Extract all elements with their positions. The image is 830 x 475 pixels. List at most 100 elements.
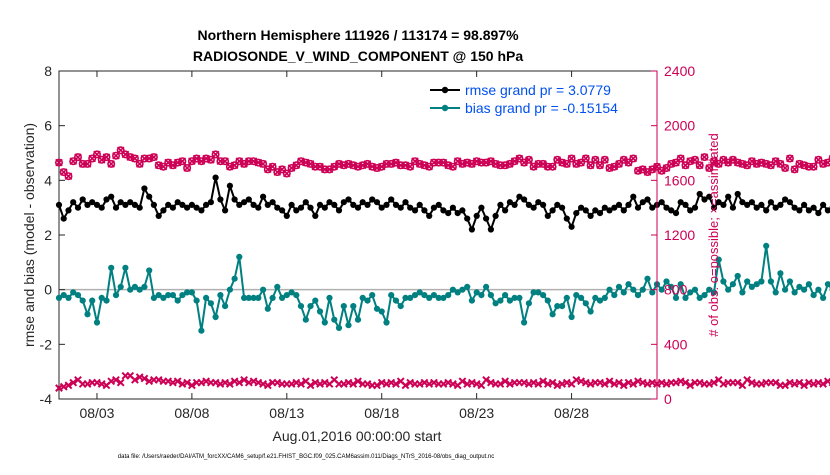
bias-point	[65, 295, 71, 301]
bias-point	[545, 298, 551, 304]
rmse-point	[75, 205, 81, 211]
bias-point	[255, 295, 261, 301]
rmse-point	[531, 205, 537, 211]
bias-point	[194, 298, 200, 304]
bias-point	[236, 254, 242, 260]
rmse-point	[61, 216, 67, 222]
rmse-point	[787, 199, 793, 205]
rmse-point	[307, 205, 313, 211]
rmse-point	[445, 210, 451, 216]
rmse-point	[511, 202, 517, 208]
bias-point	[146, 267, 152, 273]
bias-point	[322, 319, 328, 325]
bias-point	[569, 314, 575, 320]
bias-point	[189, 289, 195, 295]
rmse-point	[398, 205, 404, 211]
bias-point	[336, 325, 342, 331]
bias-point	[777, 270, 783, 276]
rmse-point	[156, 213, 162, 219]
rmse-point	[227, 183, 233, 189]
rmse-point	[464, 216, 470, 222]
bias-point	[94, 319, 100, 325]
rmse-point	[450, 205, 456, 211]
bias-point	[170, 292, 176, 298]
bias-point	[341, 303, 347, 309]
rmse-point	[421, 207, 427, 213]
rmse-point	[497, 202, 503, 208]
y-tick-label: 4	[44, 172, 52, 188]
rmse-point	[65, 207, 71, 213]
rmse-point	[208, 199, 214, 205]
bias-point	[217, 292, 223, 298]
rmse-point	[815, 210, 821, 216]
rmse-point	[469, 226, 475, 232]
bias-point	[616, 284, 622, 290]
bias-point	[265, 306, 271, 312]
y-tick-label: -4	[40, 391, 53, 407]
rmse-point	[232, 196, 238, 202]
data-file-footer: data file: /Users/raeder/DAI/ATM_forcXX/…	[118, 454, 494, 460]
rmse-point	[673, 210, 679, 216]
y2-tick-label: 0	[664, 391, 672, 407]
rmse-point	[412, 207, 418, 213]
rmse-point	[697, 191, 703, 197]
bias-point	[464, 284, 470, 290]
bias-point	[483, 284, 489, 290]
bias-point	[307, 303, 313, 309]
bias-point	[649, 289, 655, 295]
rmse-point	[720, 202, 726, 208]
x-tick-label: 08/28	[554, 405, 589, 421]
bias-point	[763, 243, 769, 249]
bias-point	[227, 287, 233, 293]
y-axis-label: rmse and bias (model - observation)	[21, 123, 37, 347]
bias-point	[203, 295, 209, 301]
rmse-point	[659, 199, 665, 205]
rmse-point	[99, 205, 105, 211]
rmse-point	[284, 213, 290, 219]
y2-tick-label: 2400	[664, 63, 695, 79]
rmse-point	[374, 199, 380, 205]
rmse-point	[137, 205, 143, 211]
bias-point	[213, 314, 219, 320]
rmse-point	[289, 202, 295, 208]
rmse-point	[573, 210, 579, 216]
bias-point	[516, 295, 522, 301]
rmse-point	[801, 202, 807, 208]
rmse-point	[493, 213, 499, 219]
bias-point	[606, 287, 612, 293]
bias-point	[469, 298, 475, 304]
bias-point	[369, 292, 375, 298]
bias-point	[122, 265, 128, 271]
rmse-point	[474, 213, 480, 219]
rmse-point	[255, 205, 261, 211]
bias-point	[478, 292, 484, 298]
x-tick-label: 08/13	[269, 405, 304, 421]
rmse-point	[56, 202, 62, 208]
bias-point	[208, 300, 214, 306]
bias-point	[393, 298, 399, 304]
bias-point	[198, 328, 204, 334]
rmse-point	[820, 202, 826, 208]
bias-point	[588, 308, 594, 314]
y2-tick-label: 2000	[664, 118, 695, 134]
rmse-point	[260, 194, 266, 200]
bias-point	[815, 287, 821, 293]
x-tick-label: 08/18	[364, 405, 399, 421]
bias-point	[175, 298, 181, 304]
bias-point	[326, 295, 332, 301]
y-tick-label: 8	[44, 63, 52, 79]
bias-point	[730, 281, 736, 287]
bias-point	[398, 303, 404, 309]
rmse-point	[597, 210, 603, 216]
y2-tick-label: 400	[664, 336, 688, 352]
x-axis-label: Aug.01,2016 00:00:00 start	[273, 428, 442, 444]
rmse-point	[336, 207, 342, 213]
rmse-point	[170, 205, 176, 211]
rmse-point	[198, 207, 204, 213]
bias-point	[768, 278, 774, 284]
bias-point	[298, 303, 304, 309]
y2-tick-label: 1200	[664, 227, 695, 243]
rmse-point	[625, 202, 631, 208]
chart-subtitle: RADIOSONDE_V_WIND_COMPONENT @ 150 hPa	[193, 48, 523, 64]
